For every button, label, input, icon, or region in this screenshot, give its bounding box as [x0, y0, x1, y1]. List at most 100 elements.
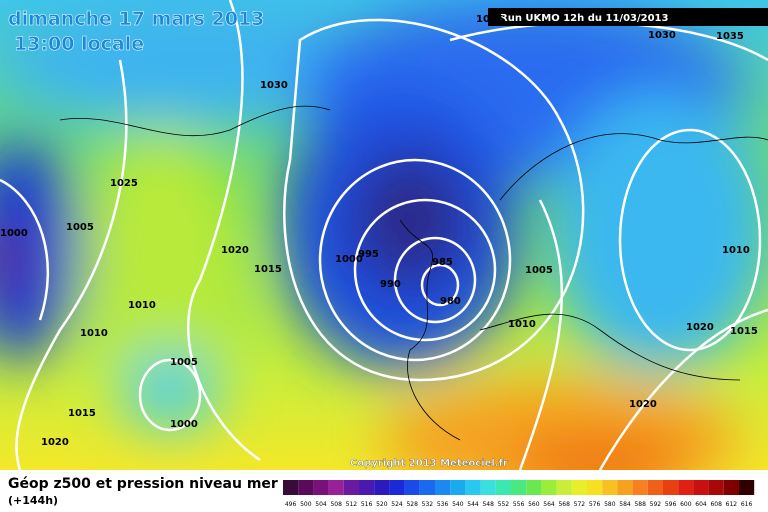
- scale-label: 556: [513, 501, 525, 508]
- scale-label: 592: [650, 501, 662, 508]
- scale-label: 584: [619, 501, 631, 508]
- isobar-label: 1005: [66, 222, 94, 233]
- scale-label: 524: [391, 501, 403, 508]
- isobar-label: 1010: [128, 300, 156, 311]
- footer-title: Géop z500 et pression niveau mer: [8, 476, 278, 492]
- scale-label: 560: [528, 501, 540, 508]
- isobar-label: 1010: [722, 245, 750, 256]
- isobar-label: 1030: [648, 30, 676, 41]
- scale-label: 508: [330, 501, 342, 508]
- date: dimanche 17 mars 2013: [8, 8, 264, 30]
- scale-swatch: [739, 480, 755, 495]
- scale-label: 516: [361, 501, 373, 508]
- scale-label: 528: [406, 501, 418, 508]
- isobar-label: 995: [358, 249, 379, 260]
- scale-swatch: [465, 480, 481, 495]
- scale-swatch: [283, 480, 299, 495]
- scale-label: 596: [665, 501, 677, 508]
- scale-swatch: [678, 480, 694, 495]
- scale-label: 532: [422, 501, 434, 508]
- run-label: Run UKMO 12h du 11/03/2013: [500, 13, 669, 24]
- scale-swatch: [617, 480, 633, 495]
- scale-swatch: [708, 480, 724, 495]
- isobar-label: 1015: [730, 326, 758, 337]
- scale-swatch: [450, 480, 466, 495]
- run-box: [488, 8, 768, 26]
- scale-swatch: [435, 480, 451, 495]
- isobar-label: 1025: [110, 178, 138, 189]
- scale-label: 572: [574, 501, 586, 508]
- scale-label: 608: [710, 501, 722, 508]
- scale-swatch: [541, 480, 557, 495]
- scale-label: 588: [634, 501, 646, 508]
- field: [0, 0, 768, 500]
- isobar-label: 1015: [68, 408, 96, 419]
- scale-label: 616: [741, 501, 753, 508]
- scale-swatch: [647, 480, 663, 495]
- scale-label: 580: [604, 501, 616, 508]
- scale-swatch: [723, 480, 739, 495]
- scale-swatch: [298, 480, 314, 495]
- scale-swatch: [556, 480, 572, 495]
- scale-swatch: [313, 480, 329, 495]
- scale-swatch: [632, 480, 648, 495]
- scale-swatch: [328, 480, 344, 495]
- copyright: Copyright 2013 Meteociel.fr: [350, 458, 508, 469]
- scale-swatch: [343, 480, 359, 495]
- scale-label: 512: [346, 501, 358, 508]
- scale-swatch: [602, 480, 618, 495]
- scale-label: 536: [437, 501, 449, 508]
- scale-label: 604: [695, 501, 707, 508]
- isobar-label: 1030: [260, 80, 288, 91]
- scale-label: 544: [467, 501, 479, 508]
- scale-swatch: [693, 480, 709, 495]
- scale-swatch: [587, 480, 603, 495]
- scale-label: 552: [498, 501, 510, 508]
- isobar-label: 1020: [221, 245, 249, 256]
- scale-swatch: [480, 480, 496, 495]
- isobar-label: 1025: [476, 14, 504, 25]
- scale-label: 500: [300, 501, 312, 508]
- isobar-label: 1005: [525, 265, 553, 276]
- isobar-label: 1000: [0, 228, 28, 239]
- isobar-label: 1000: [335, 254, 363, 265]
- scale-swatch: [526, 480, 542, 495]
- isobar-label: 1010: [80, 328, 108, 339]
- footer-lead: (+144h): [8, 494, 58, 507]
- scale-swatch: [359, 480, 375, 495]
- scale-label: 600: [680, 501, 692, 508]
- scale-swatch: [511, 480, 527, 495]
- scale-label: 496: [285, 501, 297, 508]
- isobar-label: 1035: [716, 31, 744, 42]
- isobar-label: 1000: [170, 419, 198, 430]
- scale-label: 576: [589, 501, 601, 508]
- coastlines: [59, 105, 768, 441]
- isobar-label: 1010: [508, 319, 536, 330]
- scale-swatch: [374, 480, 390, 495]
- isobar-label: 1020: [41, 437, 69, 448]
- scale-label: 504: [315, 501, 327, 508]
- scale-swatch: [404, 480, 420, 495]
- scale-label: 568: [558, 501, 570, 508]
- scale-swatch: [495, 480, 511, 495]
- scale-swatch: [389, 480, 405, 495]
- scale-swatch: [419, 480, 435, 495]
- scale-label: 612: [726, 501, 738, 508]
- isobars: [0, 0, 768, 470]
- isobar-label: 990: [380, 279, 401, 290]
- isobar-label: 1005: [170, 357, 198, 368]
- isobar-label: 1015: [254, 264, 282, 275]
- scale-label: 548: [482, 501, 494, 508]
- scale-swatch: [571, 480, 587, 495]
- scale-label: 540: [452, 501, 464, 508]
- isobar-label: 1020: [629, 399, 657, 410]
- scale-swatch: [663, 480, 679, 495]
- isobar-label: 985: [432, 257, 453, 268]
- isobar-label: 1020: [686, 322, 714, 333]
- scale-label: 520: [376, 501, 388, 508]
- scale-label: 564: [543, 501, 555, 508]
- isobar-label: 980: [440, 296, 461, 307]
- time: 13:00 locale: [14, 33, 144, 55]
